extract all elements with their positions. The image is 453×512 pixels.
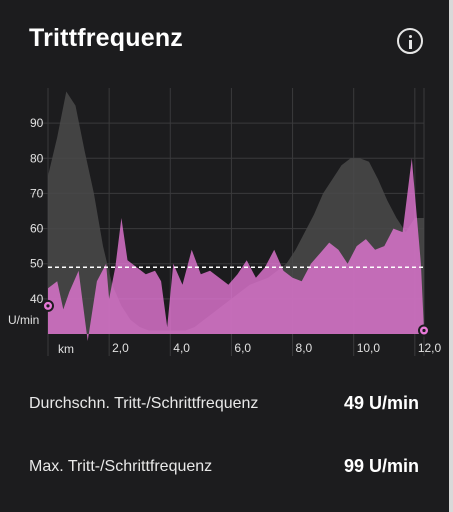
y-tick-label: 70 bbox=[30, 186, 44, 200]
max-cadence-label: Max. Tritt-/Schrittfrequenz bbox=[29, 458, 213, 475]
avg-cadence-label: Durchschn. Tritt-/Schrittfrequenz bbox=[29, 395, 259, 412]
y-axis-unit: U/min bbox=[8, 313, 39, 327]
x-tick-label: 8,0 bbox=[296, 341, 313, 355]
x-tick-label: 4,0 bbox=[173, 341, 190, 355]
x-axis-unit: km bbox=[58, 342, 74, 356]
x-tick-label: 10,0 bbox=[357, 341, 381, 355]
x-tick-label: 6,0 bbox=[234, 341, 251, 355]
y-tick-label: 40 bbox=[30, 292, 44, 306]
y-tick-label: 90 bbox=[30, 116, 44, 130]
x-tick-label: 2,0 bbox=[112, 341, 129, 355]
max-cadence-value: 99 U/min bbox=[343, 456, 419, 476]
cadence-chart: 90 80 70 60 50 40 U/min 2,0 4,0 6,0 8,0 10,0 12,0 km bbox=[8, 88, 442, 356]
info-icon-bar bbox=[409, 40, 412, 49]
page-title: Trittfrequenz bbox=[29, 24, 183, 52]
y-tick-label: 50 bbox=[30, 257, 44, 271]
info-icon-dot bbox=[409, 35, 412, 38]
y-tick-label: 60 bbox=[30, 222, 44, 236]
info-icon[interactable] bbox=[397, 28, 423, 54]
y-tick-label: 80 bbox=[30, 151, 44, 165]
endpoint-marker-center bbox=[422, 328, 426, 333]
cadence-area bbox=[48, 158, 424, 341]
endpoint-marker-center bbox=[46, 304, 50, 308]
x-tick-label: 12,0 bbox=[418, 341, 442, 355]
avg-cadence-value: 49 U/min bbox=[343, 393, 419, 413]
